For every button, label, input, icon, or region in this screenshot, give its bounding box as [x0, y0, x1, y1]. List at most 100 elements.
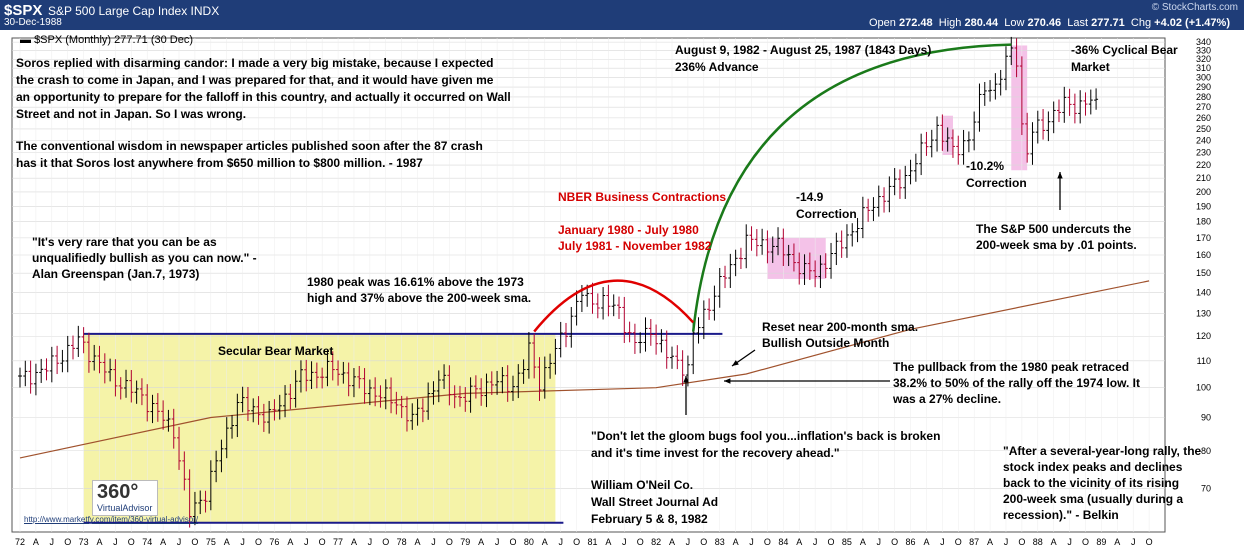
price-bar [638, 332, 643, 354]
price-bar [972, 111, 977, 151]
x-tick-label: O [891, 537, 898, 547]
x-tick-label: 76 [269, 537, 279, 547]
price-bar [844, 224, 849, 258]
correction-102-value: -10.2% [966, 159, 1005, 173]
undercut-text-2: 200-week sma by .01 points. [976, 238, 1137, 252]
price-bar [919, 133, 924, 176]
x-tick-label: J [558, 537, 563, 547]
price-bar [1056, 99, 1061, 123]
price-bar [754, 229, 759, 257]
price-bar [733, 249, 738, 277]
price-bar [903, 165, 908, 199]
y-tick-label: 140 [1196, 288, 1211, 298]
price-bar [553, 338, 558, 375]
price-bar [224, 417, 229, 459]
x-tick-label: A [33, 537, 39, 547]
belkin-quote-5: recession)." - Belkin [1003, 508, 1119, 522]
price-bar [654, 324, 659, 355]
price-bar [298, 360, 303, 393]
price-bar [235, 393, 240, 438]
oneil-arrow [683, 376, 689, 415]
price-bar [558, 321, 563, 358]
price-bar [1083, 92, 1088, 116]
bull-market-text-1: August 9, 1982 - August 25, 1987 (1843 D… [675, 43, 932, 57]
pullback-text-2: 38.2% to 50% of the rally off the 1974 l… [893, 376, 1140, 390]
price-bar [680, 350, 685, 386]
price-bar [1009, 36, 1014, 66]
y-tick-label: 180 [1196, 217, 1211, 227]
x-tick-label: A [605, 537, 611, 547]
price-bar [537, 357, 542, 401]
nber-period-2: July 1981 - November 1982 [558, 239, 712, 253]
price-bar [1046, 111, 1051, 142]
price-bar [760, 228, 765, 255]
x-tick-label: 89 [1096, 537, 1106, 547]
x-tick-label: O [255, 537, 262, 547]
x-tick-label: 88 [1033, 537, 1043, 547]
chg-label: Chg [1130, 17, 1152, 29]
price-bar [1072, 93, 1077, 124]
oneil-quote-1: "Don't let the gloom bugs fool you...inf… [591, 429, 941, 443]
price-bar [945, 127, 950, 152]
y-tick-label: 320 [1196, 54, 1211, 64]
oneil-source-1: William O'Neil Co. [591, 478, 694, 492]
x-tick-label: O [1146, 537, 1153, 547]
price-bar [738, 247, 743, 270]
price-bar [346, 362, 351, 397]
advisor-link[interactable]: http://www.marketfy.com/item/360-virtual… [24, 515, 199, 524]
x-tick-label: 83 [715, 537, 725, 547]
x-tick-label: A [351, 537, 357, 547]
x-tick-label: J [940, 537, 945, 547]
price-bar [569, 306, 574, 348]
price-bar [1062, 86, 1067, 123]
price-bar [436, 370, 441, 403]
symbol-label: $SPX [4, 2, 43, 19]
x-tick-label: O [191, 537, 198, 547]
price-bar [240, 386, 245, 413]
price-bar [717, 267, 722, 308]
x-tick-label: A [923, 537, 929, 547]
x-tick-label: 82 [651, 537, 661, 547]
x-tick-label: A [1051, 537, 1057, 547]
bull-market-text-2: 236% Advance [675, 60, 759, 74]
x-tick-label: A [796, 537, 802, 547]
x-tick-label: J [686, 537, 691, 547]
correction-149-value: -14.9 [796, 190, 824, 204]
price-bar [124, 369, 129, 398]
x-tick-label: A [97, 537, 103, 547]
x-tick-label: A [733, 537, 739, 547]
price-bar [526, 331, 531, 379]
y-tick-label: 190 [1196, 201, 1211, 211]
price-bar [807, 252, 812, 281]
price-bar [993, 73, 998, 100]
x-tick-label: J [813, 537, 818, 547]
arrow-head [732, 360, 739, 366]
soros-text-6: has it that Soros lost anywhere from $65… [16, 156, 423, 170]
quote-bar: Open 272.48 High 280.44 Low 270.46 Last … [869, 17, 1230, 29]
price-bar [65, 335, 70, 373]
soros-text-4: Street and not in Japan. So I was wrong. [16, 107, 247, 121]
price-bar [882, 187, 887, 213]
price-bar [813, 260, 818, 288]
price-bar [463, 387, 468, 412]
x-tick-label: J [240, 537, 245, 547]
reset-text-1: Reset near 200-month sma. [762, 320, 919, 334]
peak-text-1: 1980 peak was 16.61% above the 1973 [307, 275, 524, 289]
price-bar [495, 370, 500, 395]
price-bar [871, 197, 876, 222]
price-bar [55, 345, 60, 375]
price-bar [420, 398, 425, 423]
price-bar [574, 290, 579, 326]
price-bar [908, 159, 913, 185]
x-tick-label: 78 [397, 537, 407, 547]
price-bar [892, 168, 897, 196]
x-tick-label: O [319, 537, 326, 547]
price-bar [192, 491, 197, 526]
greenspan-text-2: unqualifiedly bullish as you can now." - [32, 251, 257, 265]
price-bar [1051, 101, 1056, 134]
price-bar [457, 385, 462, 407]
price-bar [1025, 112, 1030, 163]
price-bar [611, 294, 616, 317]
low-label: Low [1004, 17, 1025, 29]
x-tick-label: O [764, 537, 771, 547]
